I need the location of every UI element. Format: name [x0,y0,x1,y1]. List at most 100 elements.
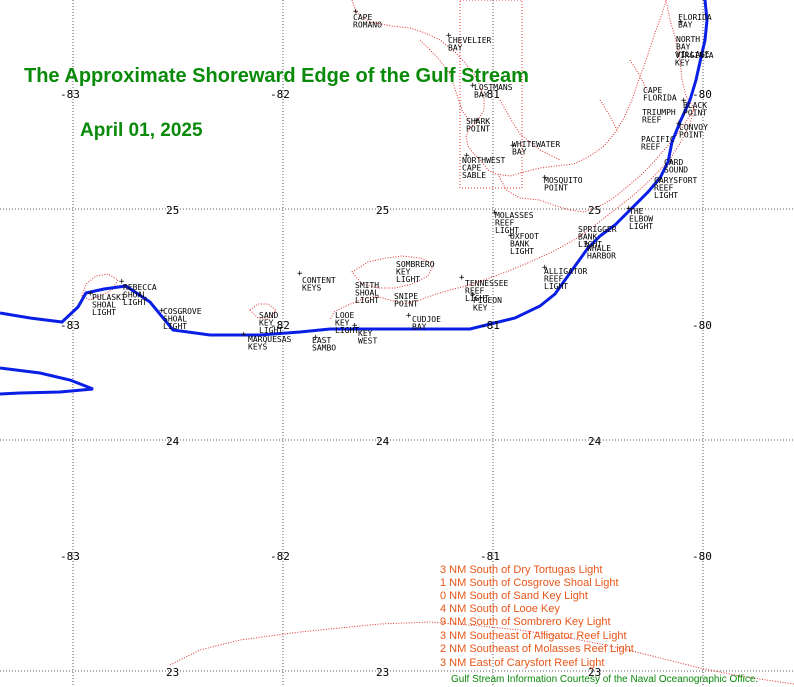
lon-label: -81 [480,88,500,101]
place-label: TENNESSEE [465,279,509,288]
place-label: REEF [495,219,514,228]
marker: + [681,96,687,106]
location-note: 3 NM Southeast of Alligator Reef Light [440,630,627,642]
marker: + [508,231,514,241]
place-label: POINT [466,125,490,134]
place-label: LIGHT [654,191,678,200]
place-label: KEY [396,268,411,277]
place-label: PULASKI [92,293,126,302]
mainland-southwest-coast [351,0,667,177]
lat-label: 24 [166,435,180,448]
place-label: LIGHT [544,282,568,291]
marker: + [159,306,165,316]
place-label: PACIFIC [641,135,675,144]
place-label: SPRIGGER [578,225,617,234]
lon-label: -83 [60,319,80,332]
marker: + [464,151,470,161]
place-label: POINT [544,184,568,193]
lat-label: 25 [376,204,389,217]
place-label: CONVOY [679,123,708,132]
place-label: SHOAL [123,291,147,300]
place-label: MARQUESAS [248,335,292,344]
marker: + [492,208,498,218]
place-label: EAST [312,336,331,345]
location-note: 2 NM Southeast of Molasses Reef Light [440,643,634,655]
place-label: CONTENT [302,276,336,285]
place-label: LIGHT [465,294,489,303]
marker: + [313,333,319,343]
marker: + [459,273,465,283]
place-label: MOLASSES [495,211,534,220]
lat-label: 24 [376,435,390,448]
upper-keys [465,107,695,287]
place-label: CAPE [643,86,662,95]
marker: + [88,289,94,299]
place-label: SNIPE [394,292,418,301]
lat-label: 25 [588,204,601,217]
lon-label: -80 [692,319,712,332]
place-label: REBECCA [123,283,157,292]
place-label: KEY [335,319,350,328]
place-label: LOOE [335,311,354,320]
place-label: KEY [358,329,373,338]
marker: + [119,277,125,287]
place-label: BAY [412,323,427,332]
marquesas-keys [249,303,277,319]
marker: + [352,321,358,331]
place-label: HARBOR [587,252,616,261]
place-label: CUDJOE [412,315,441,324]
marker: + [678,17,684,27]
place-label: NORTHWEST [462,156,506,165]
location-note: 4 NM South of Looe Key [440,603,560,615]
place-label: REEF [654,184,673,193]
place-label: LIGHT [629,222,653,231]
park-boundary [459,0,523,189]
lon-label: -80 [692,550,712,563]
dry-tortugas-reef [81,273,119,301]
place-label: POINT [683,109,707,118]
place-label: KEYS [302,284,321,293]
marker: + [676,119,682,129]
place-label: SHOAL [92,301,116,310]
lat-label: 23 [376,666,389,679]
place-label: TRIUMPH [642,108,676,117]
place-label: CARYSFORT [654,176,698,185]
place-label: KEYS [248,343,267,352]
florida-bay-shoreline [497,107,695,213]
place-label: REEF [642,116,661,125]
place-label: LIGHT [355,296,379,305]
place-label: ROMANO [353,21,382,30]
place-label: BAY [512,148,527,157]
location-note: 0 NM South of Sand Key Light [440,590,588,602]
lat-label: 23 [588,666,601,679]
place-label: POINT [394,300,418,309]
place-label: ELBOW [629,215,653,224]
place-label: BAY [474,91,489,100]
place-label: REEF [544,275,563,284]
place-label: FLORIDA [643,94,677,103]
lon-label: -80 [692,88,712,101]
marker: + [406,311,412,321]
place-label: SOUND [664,166,688,175]
lon-label: -82 [270,550,290,563]
southern-coast-cuba [169,621,794,685]
place-label: NORTH [676,35,700,44]
place-label: BAY [678,21,693,30]
place-label: SMITH [355,281,379,290]
location-note: 3 NM South of Dry Tortugas Light [440,564,602,576]
place-label: KEY [259,319,274,328]
marker: + [474,116,480,126]
mainland-inner-marsh [419,39,649,161]
place-label: BLACK [683,101,707,110]
place-label: POINT [679,131,703,140]
marker: + [470,81,476,91]
place-label: FLORIDA [678,13,712,22]
place-label: LIGHT [578,240,602,249]
lat-label: 23 [166,666,179,679]
place-label: WEST [358,337,377,346]
location-note: 3 NM East of Carysfort Reef Light [440,657,604,669]
place-label: BANK [578,233,597,242]
place-label: COSGROVE [163,307,202,316]
